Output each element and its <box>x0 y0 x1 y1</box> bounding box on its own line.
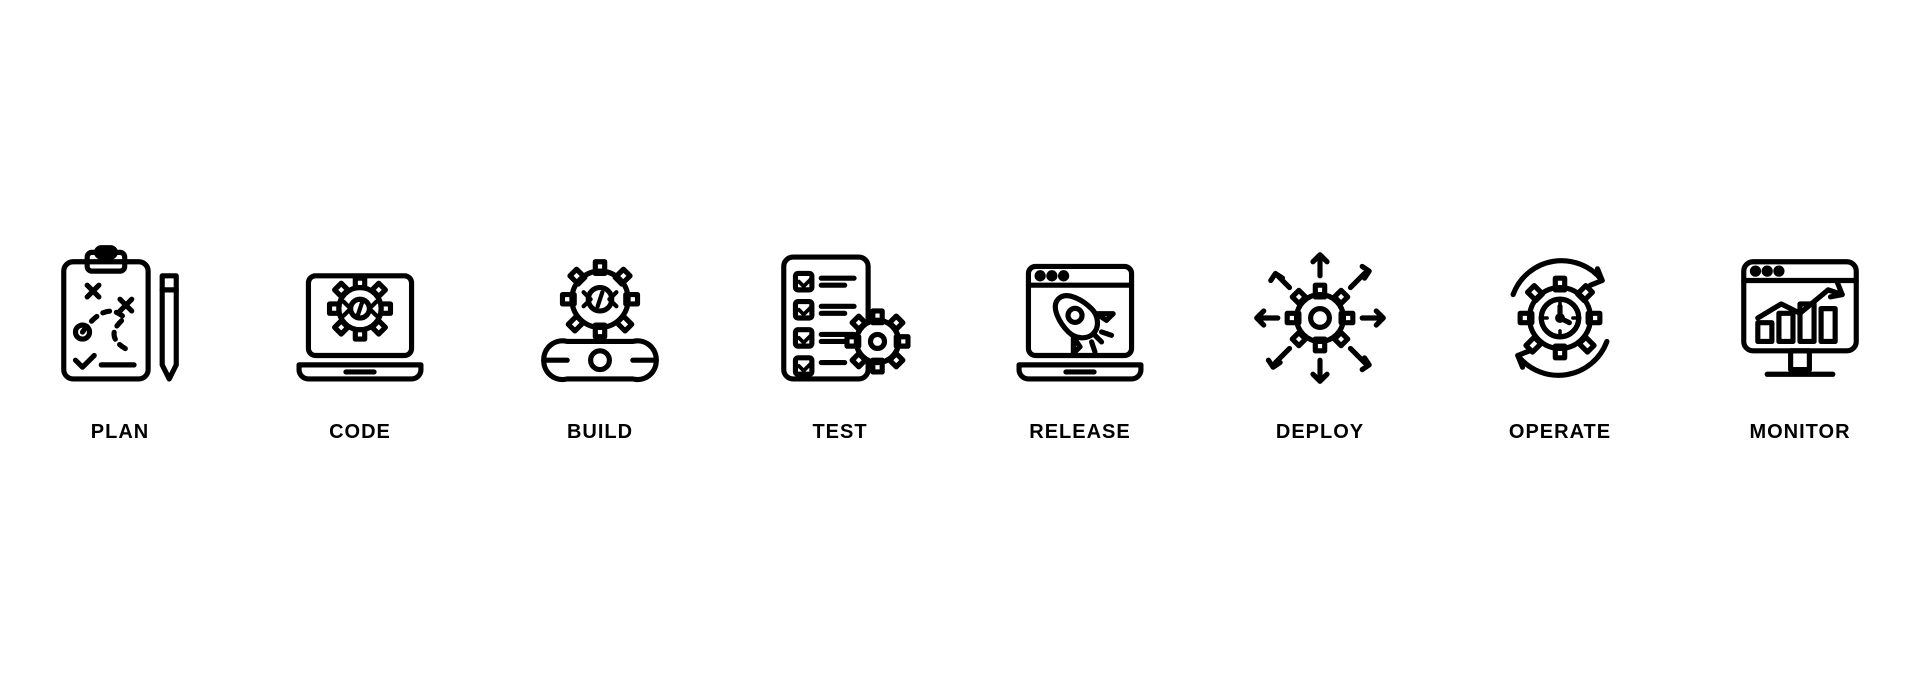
step-deploy-label: DEPLOY <box>1276 421 1364 444</box>
devops-steps-row: PLAN <box>0 0 1920 686</box>
checklist-gear-icon <box>765 243 915 393</box>
step-test: TEST <box>760 243 920 444</box>
step-operate-label: OPERATE <box>1509 421 1611 444</box>
monitor-chart-icon <box>1725 243 1875 393</box>
laptop-code-gear-icon <box>285 243 435 393</box>
step-release: RELEASE <box>1000 243 1160 444</box>
step-deploy: DEPLOY <box>1240 243 1400 444</box>
step-test-label: TEST <box>812 421 867 444</box>
step-monitor: MONITOR <box>1720 243 1880 444</box>
step-monitor-label: MONITOR <box>1749 421 1850 444</box>
step-build: BUILD <box>520 243 680 444</box>
gear-clock-cycle-icon <box>1485 243 1635 393</box>
clipboard-strategy-icon <box>45 243 195 393</box>
gear-wrench-icon <box>525 243 675 393</box>
laptop-rocket-icon <box>1005 243 1155 393</box>
step-code: CODE <box>280 243 440 444</box>
step-plan-label: PLAN <box>91 421 149 444</box>
step-operate: OPERATE <box>1480 243 1640 444</box>
step-release-label: RELEASE <box>1029 421 1130 444</box>
step-build-label: BUILD <box>567 421 633 444</box>
step-plan: PLAN <box>40 243 200 444</box>
gear-arrows-out-icon <box>1245 243 1395 393</box>
step-code-label: CODE <box>329 421 391 444</box>
